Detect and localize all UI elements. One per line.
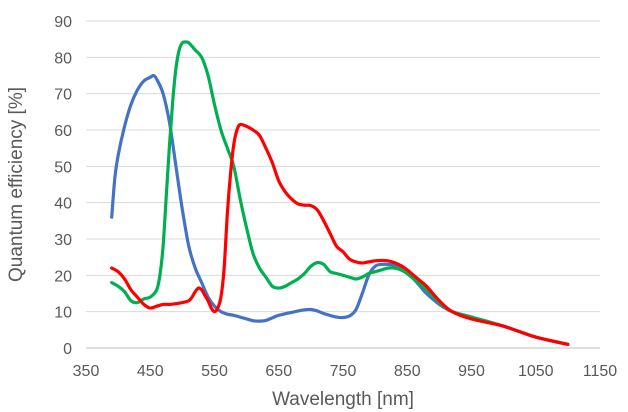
y-tick-label: 20 bbox=[54, 268, 72, 285]
y-tick-labels: 0 10 20 30 40 50 60 70 80 90 bbox=[54, 14, 72, 358]
y-tick-label: 70 bbox=[54, 87, 72, 104]
x-tick-label: 1050 bbox=[518, 363, 554, 380]
series-line-3 bbox=[110, 122, 570, 346]
y-tick-label: 90 bbox=[54, 14, 72, 31]
gridlines bbox=[86, 20, 600, 313]
series-line-2 bbox=[110, 40, 570, 346]
y-axis-title: Quantum efficiency [%] bbox=[6, 87, 27, 282]
x-tick-labels: 350 450 550 650 750 850 950 1050 1150 bbox=[73, 363, 618, 380]
y-tick-label: 0 bbox=[63, 341, 72, 358]
x-tick-label: 550 bbox=[201, 363, 228, 380]
x-tick-label: 750 bbox=[330, 363, 357, 380]
y-tick-label: 60 bbox=[54, 123, 72, 140]
x-tick-label: 850 bbox=[394, 363, 421, 380]
y-tick-label: 50 bbox=[54, 159, 72, 176]
x-tick-label: 450 bbox=[137, 363, 164, 380]
x-tick-label: 950 bbox=[458, 363, 485, 380]
x-axis-title: Wavelength [nm] bbox=[272, 389, 414, 410]
series-layer bbox=[110, 40, 570, 346]
y-tick-label: 10 bbox=[54, 305, 72, 322]
x-tick-label: 350 bbox=[73, 363, 100, 380]
x-tick-label: 1150 bbox=[583, 363, 618, 380]
y-tick-label: 30 bbox=[54, 232, 72, 249]
y-tick-label: 80 bbox=[54, 50, 72, 67]
y-tick-label: 40 bbox=[54, 196, 72, 213]
x-tick-label: 650 bbox=[265, 363, 292, 380]
